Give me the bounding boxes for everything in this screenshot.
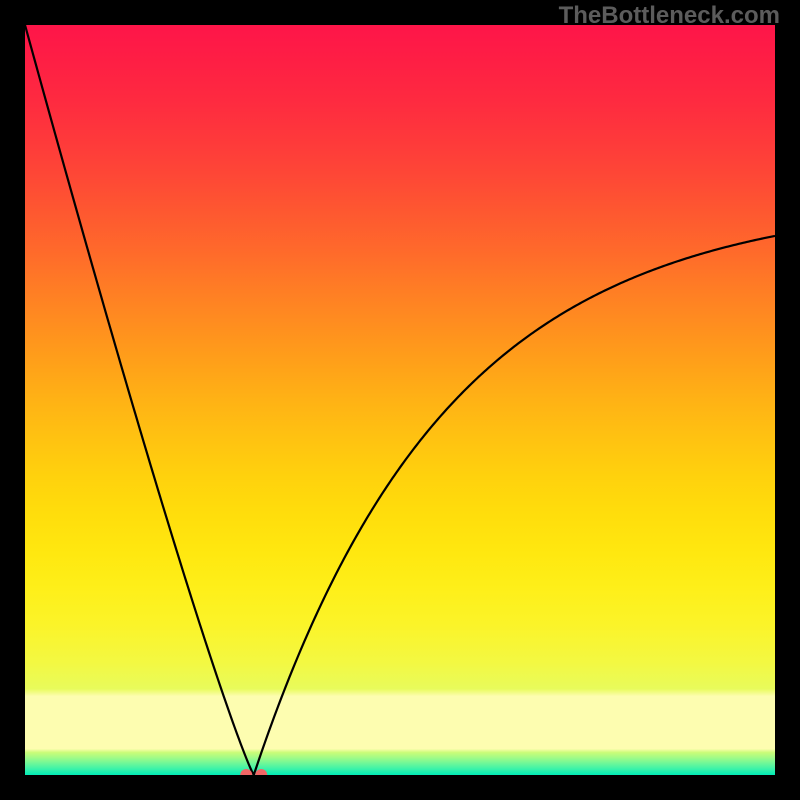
chart-svg: [25, 25, 775, 775]
chart-plot-area: [25, 25, 775, 775]
plot-background: [25, 25, 775, 775]
watermark-label: TheBottleneck.com: [559, 2, 780, 30]
